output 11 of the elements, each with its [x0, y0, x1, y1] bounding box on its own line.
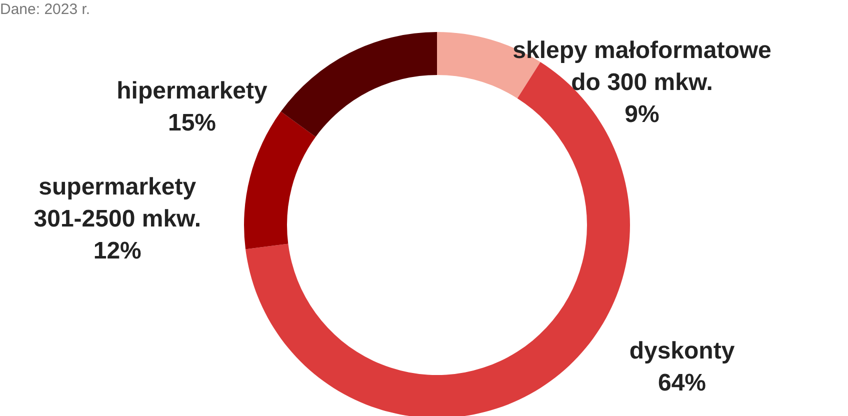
data-label: 64% — [658, 370, 706, 397]
slice-label: hipermarkety — [116, 77, 268, 104]
donut-slice — [244, 112, 316, 250]
slice-label: supermarkety 301-2500 mkw. — [34, 174, 201, 233]
data-label: 9% — [624, 100, 660, 128]
slice-label: dyskonty — [629, 338, 736, 365]
data-label: 12% — [93, 238, 142, 265]
text: Dane: 2023 r. — [0, 1, 90, 18]
data-label: 15% — [168, 109, 216, 136]
donut-slice — [280, 32, 437, 137]
slice-label: sklepy małoformatowe do 300 mkw. — [512, 36, 772, 96]
